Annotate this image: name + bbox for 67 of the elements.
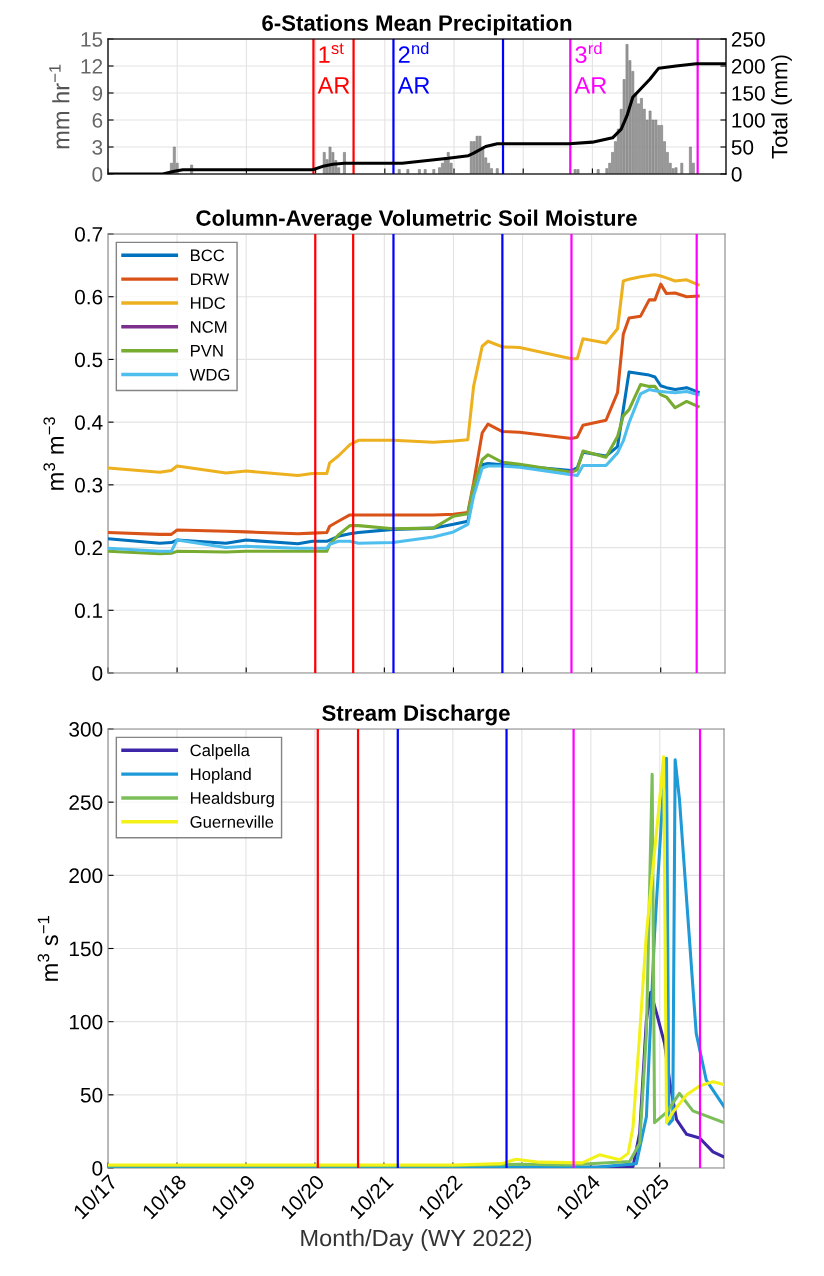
y-tick-label: 100 xyxy=(69,1014,103,1030)
y-tick-label: 150 xyxy=(69,941,103,957)
legend-label: WDG xyxy=(189,368,230,381)
bar xyxy=(475,135,479,174)
y-tick-label: 0.3 xyxy=(74,477,103,493)
y-tick-label: 300 xyxy=(69,722,103,737)
y-axis-title: m$^{3}$ s$^{−1}$ xyxy=(37,916,59,981)
text: 3$^{rd}$ AR xyxy=(574,42,607,94)
y-tick-label: 0.5 xyxy=(74,352,103,368)
bar xyxy=(680,162,684,174)
y-tick-label: 15 xyxy=(81,32,103,47)
legend-label: NCM xyxy=(191,321,227,333)
bar xyxy=(397,169,401,174)
y-tick-label: 0.2 xyxy=(74,540,103,556)
bar xyxy=(495,168,499,174)
y-tick-label: 250 xyxy=(69,795,103,810)
bar xyxy=(573,169,577,174)
bar xyxy=(423,169,427,174)
y-tick-label: 0 xyxy=(92,167,103,182)
chart-title: 6-Stations Mean Precipitation xyxy=(262,14,572,36)
y2-tick-label: 250 xyxy=(731,32,765,47)
y-tick-label: 0.6 xyxy=(74,289,103,305)
bar xyxy=(406,169,410,174)
bar xyxy=(418,169,421,174)
y-tick-label: 0.1 xyxy=(74,603,103,619)
legend-label: Healdsburg xyxy=(191,791,274,808)
legend-label: HDC xyxy=(191,297,226,309)
y-tick-label: 9 xyxy=(92,86,103,101)
y-tick-label: 50 xyxy=(80,1087,103,1103)
legend-label: Guerneville xyxy=(190,815,274,828)
y2-axis-title: Total (mm) xyxy=(771,55,792,159)
legend-label: Calpella xyxy=(190,744,250,760)
chart-title: Column-Average Volumetric Soil Moisture xyxy=(196,209,637,231)
bar xyxy=(576,169,580,174)
y2-tick-label: 200 xyxy=(731,59,765,74)
y-tick-label: 12 xyxy=(81,59,103,74)
y-tick-label: 6 xyxy=(92,113,103,128)
legend-label: PVN xyxy=(191,345,223,357)
line-series xyxy=(108,273,700,477)
y-tick-label: 200 xyxy=(69,868,103,884)
legend-label: Hopland xyxy=(191,767,251,784)
y-tick-label: 0 xyxy=(92,1161,103,1176)
bar xyxy=(674,167,678,174)
bar xyxy=(689,146,692,174)
y2-tick-label: 50 xyxy=(731,140,754,155)
bar xyxy=(625,44,629,174)
y-tick-label: 0.4 xyxy=(74,415,103,430)
y-tick-label: 0 xyxy=(92,666,103,681)
y-tick-label: 0.7 xyxy=(74,227,103,242)
bar xyxy=(432,169,436,174)
text: 1$^{st}$ AR xyxy=(317,43,350,94)
legend-label: BCC xyxy=(191,249,225,262)
bar xyxy=(478,135,482,174)
y-tick-label: 3 xyxy=(92,140,103,155)
y2-tick-label: 150 xyxy=(732,86,765,101)
chart-title: Stream Discharge xyxy=(322,704,510,726)
bar xyxy=(438,167,441,174)
legend-label: DRW xyxy=(191,273,230,285)
bar xyxy=(660,125,663,174)
y-axis-title: mm hr$^{−1}$ xyxy=(49,64,70,149)
text: 2$^{nd}$ AR xyxy=(397,42,430,94)
x-axis-title: Month/Day (WY 2022) xyxy=(301,1229,532,1252)
bar xyxy=(596,169,600,174)
bar xyxy=(441,162,444,174)
y2-tick-label: 0 xyxy=(731,167,742,182)
y-axis-title: m$^{3}$ m$^{−3}$ xyxy=(43,417,64,490)
y2-tick-label: 100 xyxy=(732,113,765,128)
